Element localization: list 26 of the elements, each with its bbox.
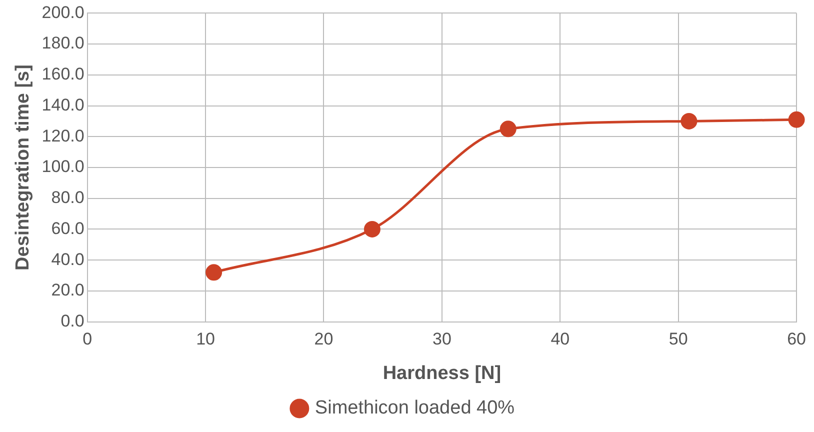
- y-tick-label: 40.0: [51, 250, 84, 269]
- point: [680, 112, 698, 130]
- point: [788, 111, 805, 128]
- point: [364, 220, 380, 238]
- point: [206, 264, 222, 281]
- y-tick-label: 180.0: [42, 34, 84, 53]
- y-tick-label: 140.0: [42, 95, 84, 114]
- x-tick-label: 0: [82, 330, 92, 349]
- x-tick-label: 20: [314, 330, 334, 349]
- y-axis-title: Desintegration time [s]: [12, 64, 34, 270]
- y-tick-label: 20.0: [51, 280, 84, 300]
- x-tick-label: 10: [196, 330, 216, 349]
- legend-label: Simethicon loaded 40%: [314, 398, 515, 419]
- y-tick-label: 80.0: [51, 188, 84, 208]
- y-tick-label: 160.0: [42, 64, 84, 84]
- x-tick-label: 40: [550, 330, 570, 349]
- x-tick-label: 30: [432, 330, 452, 349]
- x-axis-title: Hardness [N]: [382, 362, 502, 384]
- y-tick-label: 0.0: [60, 311, 84, 330]
- point: [500, 120, 516, 138]
- y-tick-label: 200.0: [42, 2, 84, 22]
- y-tick-label: 120.0: [42, 126, 84, 146]
- y-tick-label: 100.0: [42, 157, 84, 176]
- x-tick-label: 60: [787, 330, 806, 349]
- y-tick-label: 60.0: [51, 218, 84, 238]
- x-tick-label: 50: [668, 330, 688, 349]
